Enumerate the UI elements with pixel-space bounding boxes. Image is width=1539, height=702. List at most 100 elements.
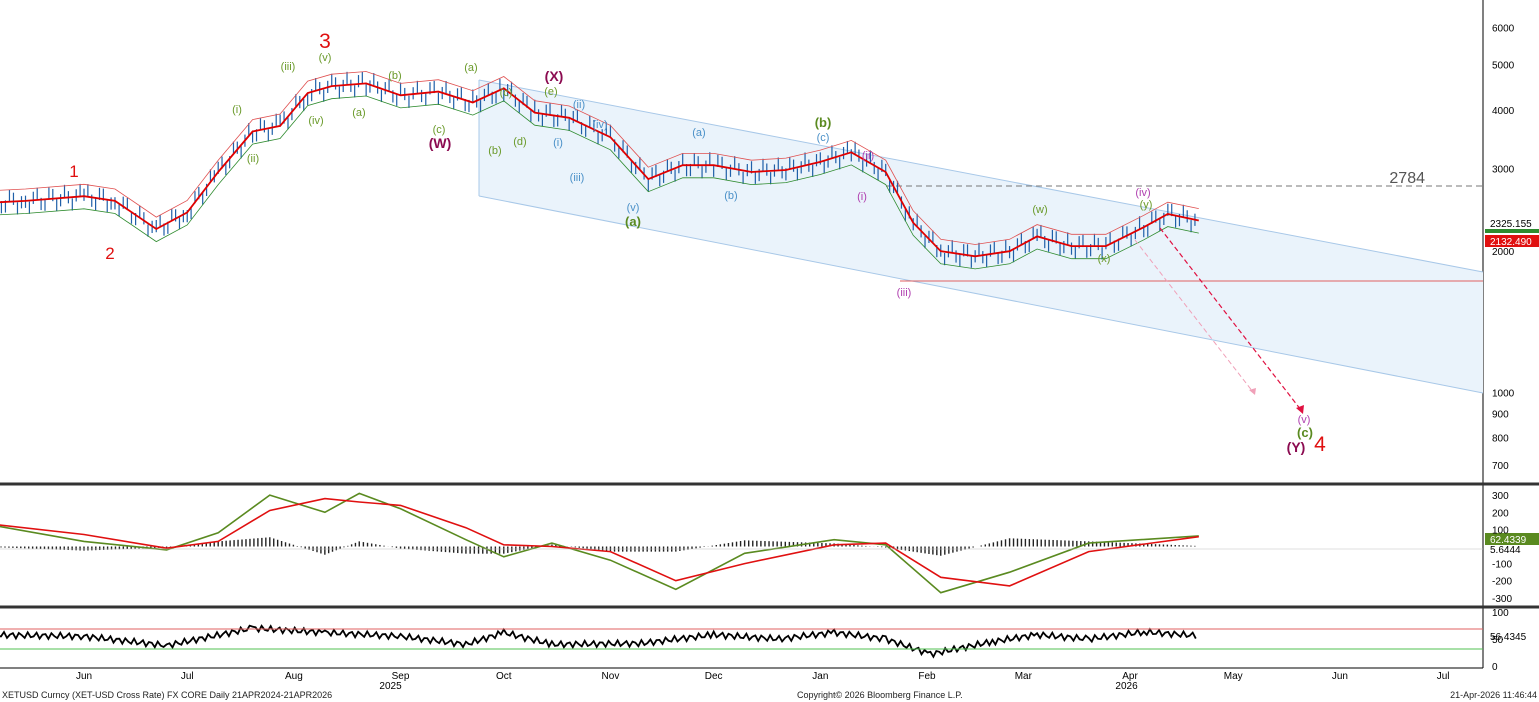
wave-label-d: (d) — [513, 136, 526, 148]
macd-axis-tick: 100 — [1492, 525, 1509, 536]
macd-axis-tick: -100 — [1492, 560, 1512, 571]
projection-arrow-alt — [1134, 239, 1254, 393]
macd-hist-value-text: 5.6444 — [1490, 545, 1521, 556]
wave-label-v-purple: (v) — [1298, 414, 1311, 426]
wave-label-4: 4 — [1314, 433, 1326, 456]
rsi-layer — [0, 624, 1197, 659]
level-2784-label: 2784 — [1389, 170, 1425, 187]
wave-label-e: (e) — [544, 86, 557, 98]
price-axis-tick: 900 — [1492, 410, 1509, 421]
macd-layer — [0, 492, 1199, 594]
trend-channel — [479, 80, 1483, 393]
month-tick-label: Sep — [392, 671, 410, 682]
price-axis-tick: 6000 — [1492, 23, 1515, 34]
month-tick-label: Jun — [1332, 671, 1348, 682]
rsi-value-tag: 56.4345 — [1485, 630, 1539, 643]
wave-label-a-top: (a) — [464, 62, 477, 74]
footer-right: 21-Apr-2026 11:46:44 — [1450, 690, 1537, 700]
year-tick-label: 2026 — [1115, 681, 1138, 692]
price-axis-tick: 800 — [1492, 434, 1509, 445]
axis-layer: 6000500040003000200010009008007003002001… — [76, 23, 1515, 692]
channel-upper-line — [478, 79, 1484, 273]
macd-axis-tick: -300 — [1492, 594, 1512, 605]
upper-envelope-line — [0, 71, 1199, 245]
month-tick-label: Mar — [1015, 671, 1033, 682]
wave-label-c-small: (c) — [433, 124, 446, 136]
price-axis-tick: 5000 — [1492, 61, 1515, 72]
lower-envelope-line — [0, 95, 1199, 270]
macd-axis-tick: 300 — [1492, 491, 1509, 502]
month-tick-label: Jul — [1437, 671, 1450, 682]
month-tick-label: Jun — [76, 671, 92, 682]
rsi-axis-tick: 100 — [1492, 608, 1509, 619]
wave-label-v: (v) — [319, 52, 332, 64]
wave-label-w: (w) — [1032, 204, 1047, 216]
wave-label-iii-purple: (iii) — [897, 287, 912, 299]
price-series-layer — [0, 71, 1199, 270]
wave-label-iv: (iv) — [308, 115, 323, 127]
macd-value-tag: 62.4339 5.6444 — [1485, 533, 1539, 556]
price-axis-tick: 2000 — [1492, 247, 1515, 258]
last-price-tag: 2325.155 — [1485, 218, 1539, 233]
month-tick-label: Nov — [602, 671, 620, 682]
month-tick-label: Jan — [812, 671, 828, 682]
wave-label-iii-blue: (iii) — [570, 172, 585, 184]
wave-label-3: 3 — [319, 30, 331, 53]
wave-label-Y: (Y) — [1287, 439, 1306, 455]
price-axis-tick: 1000 — [1492, 388, 1515, 399]
month-tick-label: May — [1224, 671, 1243, 682]
moving-average-line — [0, 82, 1199, 258]
month-tick-label: Feb — [918, 671, 936, 682]
wave-label-a-green-bold: (a) — [625, 214, 641, 229]
price-axis-tick: 700 — [1492, 461, 1509, 472]
wave-label-c-blue: (c) — [817, 132, 830, 144]
wave-label-ii-purple: (ii) — [862, 150, 874, 162]
wave-label-b-low: (b) — [488, 145, 501, 157]
rsi-axis-tick: 50 — [1492, 635, 1504, 646]
projection-arrow-main — [1159, 227, 1302, 411]
wave-label-X: (X) — [545, 68, 564, 84]
wave-label-W: (W) — [429, 135, 452, 151]
rsi-line — [0, 624, 1197, 659]
footer-left: XETUSD Curncy (XET-USD Cross Rate) FX CO… — [2, 690, 333, 700]
wave-labels: 1 2 3 (i) (ii) (iii) (iv) (v) (b) (a) (c… — [69, 30, 1326, 456]
macd-signal-line — [0, 497, 1199, 587]
wave-label-x: (x) — [1098, 253, 1111, 265]
wave-label-i: (i) — [232, 104, 242, 116]
wave-label-1: 1 — [69, 162, 78, 181]
price-axis-tick: 4000 — [1492, 106, 1515, 117]
month-tick-label: Aug — [285, 671, 303, 682]
wave-label-a-small: (a) — [352, 107, 365, 119]
wave-label-iv-purple: (iv) — [1135, 187, 1150, 199]
year-tick-label: 2025 — [379, 681, 402, 692]
last-price-value: 2325.155 — [1490, 219, 1532, 230]
macd-line — [0, 492, 1199, 594]
wave-label-b-green-bold: (b) — [815, 115, 832, 130]
macd-axis-tick: -200 — [1492, 577, 1512, 588]
wave-label-iv-blue: (iv) — [592, 119, 607, 131]
wave-label-b-blue: (b) — [724, 190, 737, 202]
wave-label-ii-blue: (ii) — [573, 99, 585, 111]
footer-center: Copyright© 2026 Bloomberg Finance L.P. — [797, 690, 963, 700]
wave-label-c-mid: (c) — [500, 87, 513, 99]
wave-label-2: 2 — [105, 244, 114, 263]
projection-arrowhead-main — [1296, 405, 1304, 414]
month-tick-label: Dec — [705, 671, 723, 682]
wave-label-i-purple: (i) — [857, 191, 867, 203]
wave-label-c-green-bold: (c) — [1297, 425, 1313, 440]
wave-label-iii: (iii) — [281, 61, 296, 73]
ma-value-tag: 2132.490 — [1485, 235, 1539, 248]
wave-label-y: (y) — [1140, 199, 1153, 211]
channel-lower-line — [478, 195, 1484, 394]
wave-label-v-blue: (v) — [627, 202, 640, 214]
wave-label-i-blue: (i) — [553, 137, 563, 149]
macd-value-text: 62.4339 — [1490, 535, 1527, 546]
price-axis-tick: 3000 — [1492, 165, 1515, 176]
wave-label-ii: (ii) — [247, 153, 259, 165]
rsi-axis-tick: 0 — [1492, 662, 1498, 673]
rsi-value-text: 56.4345 — [1490, 632, 1527, 643]
wave-label-b-small: (b) — [388, 70, 401, 82]
month-tick-label: Apr — [1122, 671, 1138, 682]
month-tick-label: Jul — [181, 671, 194, 682]
